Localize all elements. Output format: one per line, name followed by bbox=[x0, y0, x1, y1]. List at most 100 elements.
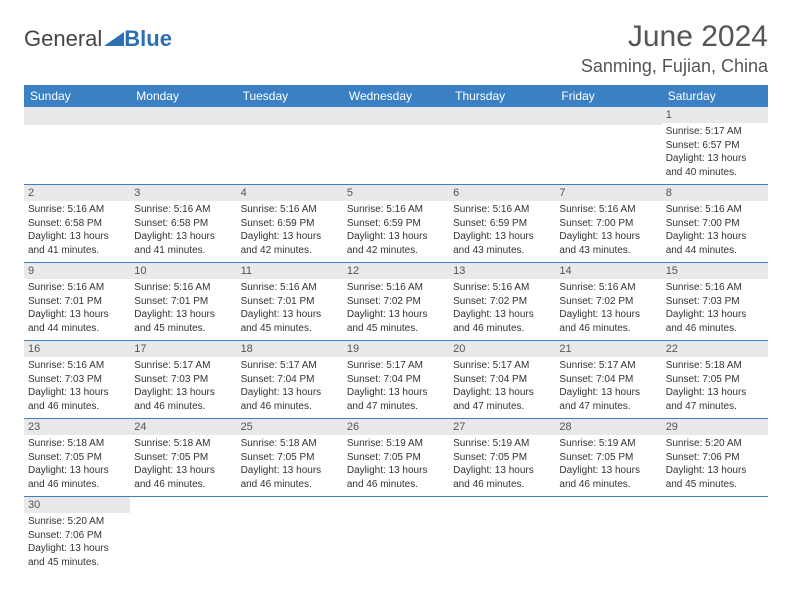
day-line: and 44 minutes. bbox=[28, 322, 126, 336]
day-line: Sunrise: 5:19 AM bbox=[347, 437, 445, 451]
day-line: Daylight: 13 hours bbox=[347, 308, 445, 322]
day-line: and 46 minutes. bbox=[241, 400, 339, 414]
day-line: Sunrise: 5:18 AM bbox=[241, 437, 339, 451]
day-header: Saturday bbox=[662, 85, 768, 107]
day-detail: Sunrise: 5:16 AMSunset: 7:02 PMDaylight:… bbox=[449, 279, 555, 339]
calendar-page: General Blue June 2024 Sanming, Fujian, … bbox=[0, 0, 792, 595]
day-header-row: Sunday Monday Tuesday Wednesday Thursday… bbox=[24, 85, 768, 107]
day-line: Daylight: 13 hours bbox=[241, 386, 339, 400]
calendar-cell: 1Sunrise: 5:17 AMSunset: 6:57 PMDaylight… bbox=[662, 107, 768, 185]
day-line: Daylight: 13 hours bbox=[453, 308, 551, 322]
day-detail: Sunrise: 5:16 AMSunset: 7:02 PMDaylight:… bbox=[555, 279, 661, 339]
day-number: 24 bbox=[130, 419, 236, 435]
empty-day-bar bbox=[343, 107, 449, 125]
day-line: Sunset: 6:59 PM bbox=[453, 217, 551, 231]
day-number: 11 bbox=[237, 263, 343, 279]
day-line: and 43 minutes. bbox=[559, 244, 657, 258]
day-number: 1 bbox=[662, 107, 768, 123]
day-line: Sunset: 7:06 PM bbox=[666, 451, 764, 465]
calendar-cell bbox=[449, 107, 555, 185]
day-line: Daylight: 13 hours bbox=[28, 308, 126, 322]
calendar-cell: 9Sunrise: 5:16 AMSunset: 7:01 PMDaylight… bbox=[24, 263, 130, 341]
calendar-cell: 16Sunrise: 5:16 AMSunset: 7:03 PMDayligh… bbox=[24, 341, 130, 419]
calendar-cell: 7Sunrise: 5:16 AMSunset: 7:00 PMDaylight… bbox=[555, 185, 661, 263]
day-line: Sunset: 7:00 PM bbox=[666, 217, 764, 231]
header: General Blue June 2024 Sanming, Fujian, … bbox=[24, 20, 768, 77]
day-line: Sunrise: 5:16 AM bbox=[666, 281, 764, 295]
day-line: and 41 minutes. bbox=[28, 244, 126, 258]
calendar-cell bbox=[130, 497, 236, 575]
logo-triangle-icon bbox=[104, 30, 126, 48]
calendar-cell bbox=[130, 107, 236, 185]
day-line: Sunset: 7:03 PM bbox=[134, 373, 232, 387]
day-line: and 46 minutes. bbox=[559, 322, 657, 336]
day-number: 12 bbox=[343, 263, 449, 279]
day-line: Sunset: 7:04 PM bbox=[453, 373, 551, 387]
day-line: Sunset: 6:59 PM bbox=[241, 217, 339, 231]
day-header: Tuesday bbox=[237, 85, 343, 107]
calendar-cell: 23Sunrise: 5:18 AMSunset: 7:05 PMDayligh… bbox=[24, 419, 130, 497]
calendar-cell: 28Sunrise: 5:19 AMSunset: 7:05 PMDayligh… bbox=[555, 419, 661, 497]
day-line: and 43 minutes. bbox=[453, 244, 551, 258]
day-line: Sunrise: 5:20 AM bbox=[28, 515, 126, 529]
day-number: 9 bbox=[24, 263, 130, 279]
calendar-cell: 26Sunrise: 5:19 AMSunset: 7:05 PMDayligh… bbox=[343, 419, 449, 497]
day-line: Sunset: 6:59 PM bbox=[347, 217, 445, 231]
day-line: Sunrise: 5:16 AM bbox=[453, 203, 551, 217]
empty-day-bar bbox=[24, 107, 130, 125]
calendar-cell bbox=[555, 497, 661, 575]
day-line: Sunset: 7:05 PM bbox=[134, 451, 232, 465]
day-detail: Sunrise: 5:17 AMSunset: 7:04 PMDaylight:… bbox=[237, 357, 343, 417]
day-detail: Sunrise: 5:16 AMSunset: 6:58 PMDaylight:… bbox=[130, 201, 236, 261]
day-line: Sunset: 7:01 PM bbox=[241, 295, 339, 309]
day-number: 20 bbox=[449, 341, 555, 357]
calendar-cell: 27Sunrise: 5:19 AMSunset: 7:05 PMDayligh… bbox=[449, 419, 555, 497]
day-number: 17 bbox=[130, 341, 236, 357]
calendar-cell bbox=[24, 107, 130, 185]
day-line: Daylight: 13 hours bbox=[559, 308, 657, 322]
day-line: Sunset: 7:02 PM bbox=[453, 295, 551, 309]
empty-day-bar bbox=[449, 107, 555, 125]
calendar-cell: 10Sunrise: 5:16 AMSunset: 7:01 PMDayligh… bbox=[130, 263, 236, 341]
day-number: 28 bbox=[555, 419, 661, 435]
day-line: Sunset: 7:02 PM bbox=[347, 295, 445, 309]
day-line: and 47 minutes. bbox=[347, 400, 445, 414]
calendar-cell: 13Sunrise: 5:16 AMSunset: 7:02 PMDayligh… bbox=[449, 263, 555, 341]
day-line: Sunset: 7:05 PM bbox=[559, 451, 657, 465]
day-line: and 45 minutes. bbox=[666, 478, 764, 492]
day-line: Daylight: 13 hours bbox=[134, 230, 232, 244]
day-line: Sunset: 7:04 PM bbox=[347, 373, 445, 387]
day-line: Sunrise: 5:16 AM bbox=[559, 281, 657, 295]
day-line: and 42 minutes. bbox=[241, 244, 339, 258]
day-header: Friday bbox=[555, 85, 661, 107]
calendar-cell: 18Sunrise: 5:17 AMSunset: 7:04 PMDayligh… bbox=[237, 341, 343, 419]
day-number: 29 bbox=[662, 419, 768, 435]
day-number: 19 bbox=[343, 341, 449, 357]
day-detail: Sunrise: 5:18 AMSunset: 7:05 PMDaylight:… bbox=[237, 435, 343, 495]
day-number: 5 bbox=[343, 185, 449, 201]
calendar-cell: 11Sunrise: 5:16 AMSunset: 7:01 PMDayligh… bbox=[237, 263, 343, 341]
day-line: and 46 minutes. bbox=[28, 478, 126, 492]
month-title: June 2024 bbox=[581, 20, 768, 54]
calendar-cell: 2Sunrise: 5:16 AMSunset: 6:58 PMDaylight… bbox=[24, 185, 130, 263]
day-line: Sunrise: 5:16 AM bbox=[347, 281, 445, 295]
day-line: Daylight: 13 hours bbox=[666, 152, 764, 166]
day-line: Daylight: 13 hours bbox=[559, 386, 657, 400]
day-line: Daylight: 13 hours bbox=[559, 464, 657, 478]
day-line: Sunrise: 5:16 AM bbox=[28, 359, 126, 373]
calendar-cell bbox=[343, 107, 449, 185]
calendar-body: 1Sunrise: 5:17 AMSunset: 6:57 PMDaylight… bbox=[24, 107, 768, 575]
day-line: Sunrise: 5:18 AM bbox=[666, 359, 764, 373]
day-line: Daylight: 13 hours bbox=[134, 464, 232, 478]
day-line: Sunset: 7:04 PM bbox=[241, 373, 339, 387]
day-line: Daylight: 13 hours bbox=[453, 386, 551, 400]
day-line: Sunset: 7:03 PM bbox=[666, 295, 764, 309]
day-line: Sunset: 7:02 PM bbox=[559, 295, 657, 309]
day-detail: Sunrise: 5:16 AMSunset: 6:58 PMDaylight:… bbox=[24, 201, 130, 261]
day-line: Sunset: 7:05 PM bbox=[241, 451, 339, 465]
logo-text-1: General bbox=[24, 26, 102, 52]
day-line: Sunset: 6:58 PM bbox=[28, 217, 126, 231]
day-line: Sunset: 7:01 PM bbox=[28, 295, 126, 309]
day-line: Sunrise: 5:16 AM bbox=[453, 281, 551, 295]
day-line: Daylight: 13 hours bbox=[347, 386, 445, 400]
